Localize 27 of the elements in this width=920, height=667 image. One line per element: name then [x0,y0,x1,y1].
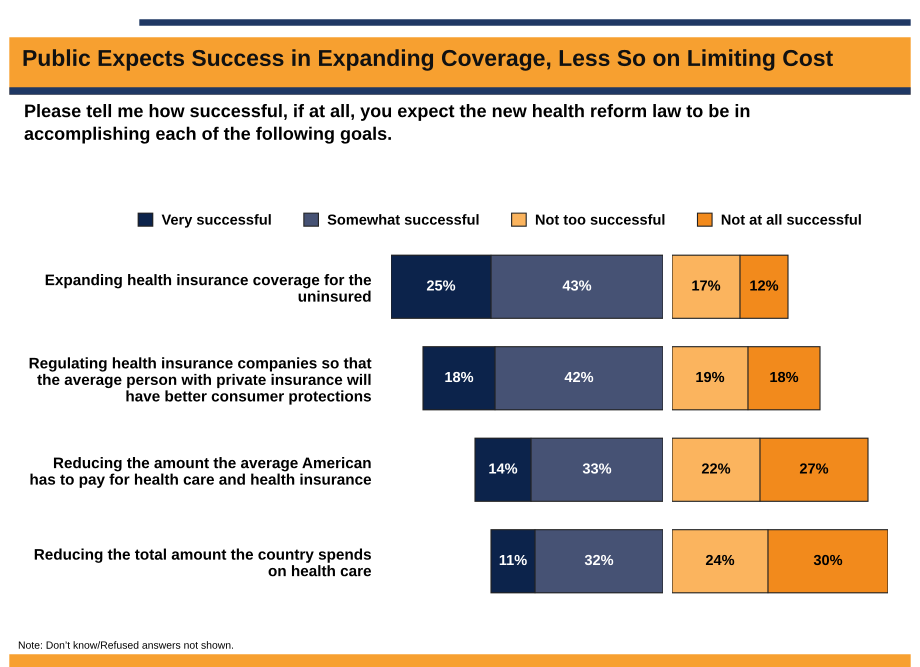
data-label: 33% [582,463,612,474]
data-label: 30% [814,554,842,566]
data-label: 12% [750,280,778,291]
data-label: 22% [702,463,730,474]
data-label: 18% [445,372,474,382]
data-label: 24% [706,554,734,566]
y-tick-label: Reducing the total amount the country spends on health care [34,548,372,576]
chart-title: Public Expects Success in Expanding Coverage, Less So on Limiting Cost [24,49,833,71]
y-tick-label: Expanding health insurance coverage for the uninsured [46,274,372,302]
text: Note: Don’t know/Refused answers not shown. [18,641,234,649]
y-tick-label: Reducing the amount the average American has to pay for health care and health insurance [30,457,372,488]
data-label: 32% [584,554,614,566]
data-label: 18% [770,372,798,382]
y-tick-label: Regulating health insurance companies so that the average person with private insurance will have better consumer protections [30,357,372,405]
data-label: 17% [692,280,720,291]
legend-label: Not too successful [536,214,664,225]
legend-label: Not at all successful [722,214,861,225]
data-label: 43% [562,280,592,291]
data-label: 19% [696,372,724,382]
data-label: 11% [500,554,527,566]
legend-label: Somewhat successful [328,214,479,225]
chart-subtitle: Please tell me how successful, if at all, you expect the new health reform law to be in accomplishing each of the following goals. [24,104,750,144]
data-label: 42% [564,372,594,382]
data-label: 14% [489,463,518,474]
legend-label: Very successful [162,214,271,228]
data-label: 25% [426,280,456,291]
data-label: 27% [800,463,828,474]
